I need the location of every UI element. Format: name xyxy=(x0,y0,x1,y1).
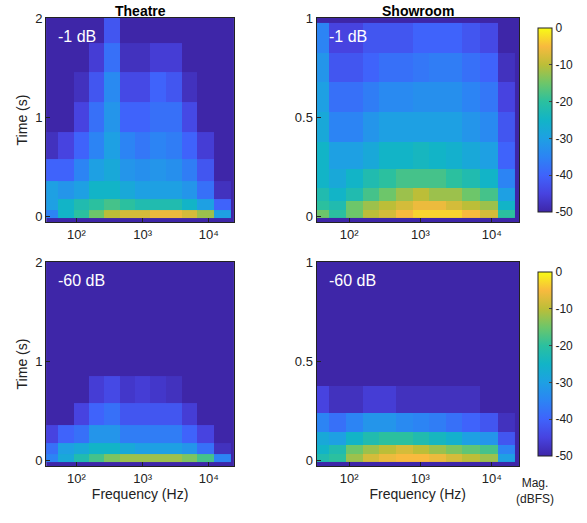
svg-text:-20: -20 xyxy=(555,339,573,353)
svg-text:-30: -30 xyxy=(555,132,573,146)
svg-text:-40: -40 xyxy=(555,168,573,182)
svg-text:0: 0 xyxy=(35,209,42,224)
svg-text:10⁴: 10⁴ xyxy=(199,471,219,486)
svg-text:Frequency (Hz): Frequency (Hz) xyxy=(92,486,188,502)
svg-text:1: 1 xyxy=(35,110,42,125)
svg-text:1: 1 xyxy=(35,354,42,369)
svg-text:2: 2 xyxy=(35,255,42,270)
svg-text:10³: 10³ xyxy=(133,471,152,486)
svg-text:-10: -10 xyxy=(555,302,573,316)
svg-text:2: 2 xyxy=(35,11,42,26)
svg-text:0: 0 xyxy=(555,21,562,35)
svg-text:0: 0 xyxy=(35,453,42,468)
svg-text:10⁴: 10⁴ xyxy=(199,227,219,242)
svg-text:-20: -20 xyxy=(555,95,573,109)
svg-text:10³: 10³ xyxy=(411,227,430,242)
svg-text:Theatre: Theatre xyxy=(115,3,166,19)
svg-text:Time (s): Time (s) xyxy=(14,339,30,390)
svg-text:0: 0 xyxy=(555,265,562,279)
svg-text:10²: 10² xyxy=(340,471,359,486)
svg-text:-1 dB: -1 dB xyxy=(58,28,96,45)
svg-text:0: 0 xyxy=(306,453,313,468)
svg-text:0.5: 0.5 xyxy=(295,354,313,369)
svg-text:Frequency (Hz): Frequency (Hz) xyxy=(370,486,466,502)
svg-text:-50: -50 xyxy=(555,449,573,463)
svg-text:0.5: 0.5 xyxy=(295,110,313,125)
svg-text:10²: 10² xyxy=(340,227,359,242)
svg-text:10⁴: 10⁴ xyxy=(482,227,502,242)
svg-text:1: 1 xyxy=(306,11,313,26)
svg-text:-60 dB: -60 dB xyxy=(329,272,376,289)
svg-text:0: 0 xyxy=(306,209,313,224)
svg-text:-50: -50 xyxy=(555,205,573,219)
svg-text:Mag.(dBFS): Mag.(dBFS) xyxy=(516,476,554,506)
svg-text:10⁴: 10⁴ xyxy=(482,471,502,486)
svg-text:-60 dB: -60 dB xyxy=(58,272,105,289)
svg-text:-30: -30 xyxy=(555,376,573,390)
svg-text:-10: -10 xyxy=(555,58,573,72)
svg-text:Time (s): Time (s) xyxy=(14,95,30,146)
svg-text:-1 dB: -1 dB xyxy=(329,28,367,45)
svg-text:10²: 10² xyxy=(67,471,86,486)
svg-text:-40: -40 xyxy=(555,412,573,426)
svg-text:Showroom: Showroom xyxy=(382,3,454,19)
svg-text:10³: 10³ xyxy=(411,471,430,486)
svg-text:10²: 10² xyxy=(67,227,86,242)
svg-text:1: 1 xyxy=(306,255,313,270)
svg-text:10³: 10³ xyxy=(133,227,152,242)
